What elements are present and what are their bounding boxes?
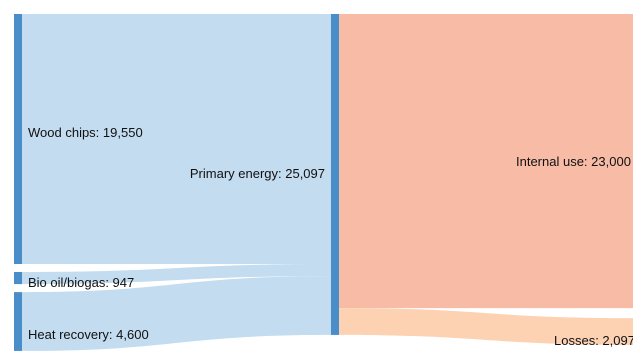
link-wood-chips-primary-energy — [22, 14, 331, 264]
node-primary-energy — [331, 14, 339, 335]
label-internal-use: Internal use: 23,000 — [516, 154, 631, 169]
node-bio-oil-biogas — [14, 272, 22, 285]
label-bio-oil-biogas: Bio oil/biogas: 947 — [28, 275, 134, 290]
label-losses: Losses: 2,097 — [554, 333, 633, 348]
node-heat-recovery — [14, 292, 22, 351]
label-wood-chips: Wood chips: 19,550 — [28, 125, 143, 140]
link-primary-energy-internal-use — [339, 14, 633, 309]
node-wood-chips — [14, 14, 22, 264]
link-heat-recovery-primary-energy — [22, 276, 331, 351]
link-primary-energy-losses — [339, 308, 633, 345]
label-heat-recovery: Heat recovery: 4,600 — [28, 327, 149, 342]
label-primary-energy: Primary energy: 25,097 — [190, 166, 325, 181]
link-bio-oil-biogas-primary-energy — [22, 264, 331, 285]
